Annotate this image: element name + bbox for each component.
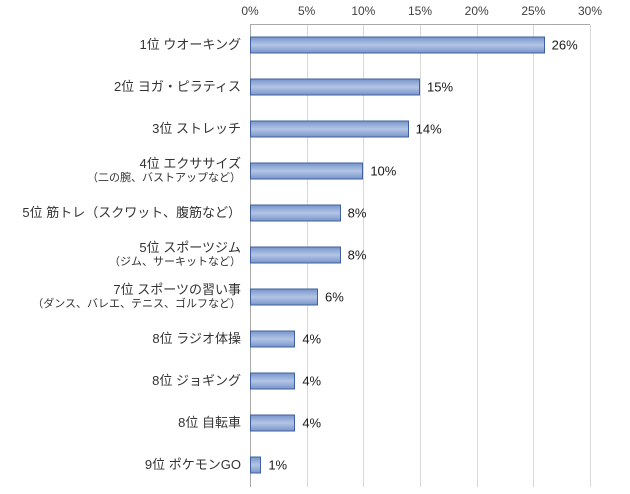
category-label: 8位 ジョギング xyxy=(0,373,250,389)
category-label: 4位 エクササイズ （二の腕、バストアップなど） xyxy=(0,156,250,186)
category-label: 5位 筋トレ（スクワット、腹筋など） xyxy=(0,205,250,221)
bar-track: 14% xyxy=(250,108,590,150)
gridline xyxy=(590,25,591,487)
bar-value-label: 10% xyxy=(370,163,397,179)
category-label: 8位 自転車 xyxy=(0,415,250,431)
x-tick-label: 15% xyxy=(407,4,433,18)
category-label-main: 3位 ストレッチ xyxy=(152,120,241,136)
category-label-main: 8位 ジョギング xyxy=(152,372,241,388)
x-tick-label: 0% xyxy=(241,4,259,18)
category-label: 2位 ヨガ・ピラティス xyxy=(0,79,250,95)
bar-track: 15% xyxy=(250,66,590,108)
bar-value-label: 8% xyxy=(347,205,367,221)
category-label: 7位 スポーツの習い事 （ダンス、バレエ、テニス、ゴルフなど） xyxy=(0,282,250,312)
bar xyxy=(250,246,341,264)
bar-rows: 1位 ウオーキング 26% 2位 ヨガ・ピラティス 15% 3位 ストレッチ 14% 4位 … xyxy=(0,24,590,486)
bar xyxy=(250,414,296,432)
category-label-main: 1位 ウオーキング xyxy=(139,36,241,52)
category-label-main: 8位 ラジオ体操 xyxy=(152,330,241,346)
x-axis: 0% 5% 10% 15% 20% 25% 30% xyxy=(241,4,602,22)
bar xyxy=(250,162,364,180)
bar-row: 4位 エクササイズ （二の腕、バストアップなど） 10% xyxy=(0,150,590,192)
category-label-note: （二の腕、バストアップなど） xyxy=(87,172,241,185)
bar xyxy=(250,120,409,138)
bar-value-label: 4% xyxy=(302,415,322,431)
category-label: 5位 スポーツジム （ジム、サーキットなど） xyxy=(0,240,250,270)
x-tick-label: 30% xyxy=(577,4,603,18)
bar-row: 5位 スポーツジム （ジム、サーキットなど） 8% xyxy=(0,234,590,276)
bar-value-label: 4% xyxy=(302,331,322,347)
bar-row: 5位 筋トレ（スクワット、腹筋など） 8% xyxy=(0,192,590,234)
bar-track: 8% xyxy=(250,192,590,234)
bar xyxy=(250,330,296,348)
category-label-main: 8位 自転車 xyxy=(178,414,241,430)
x-tick-label: 10% xyxy=(351,4,376,18)
bar xyxy=(250,288,318,306)
bar-row: 8位 ラジオ体操 4% xyxy=(0,318,590,360)
bar xyxy=(250,204,341,222)
bar-track: 8% xyxy=(250,234,590,276)
category-label-main: 7位 スポーツの習い事 xyxy=(113,282,241,297)
bar-row: 9位 ポケモンGO 1% xyxy=(0,444,590,486)
bar-value-label: 8% xyxy=(347,247,367,263)
bar-value-label: 26% xyxy=(551,37,578,53)
bar-row: 1位 ウオーキング 26% xyxy=(0,24,590,66)
bar xyxy=(250,36,545,54)
x-tick-label: 25% xyxy=(521,4,546,18)
bar-value-label: 6% xyxy=(325,289,344,305)
bar-row: 7位 スポーツの習い事 （ダンス、バレエ、テニス、ゴルフなど） 6% xyxy=(0,276,590,318)
bar xyxy=(250,78,420,96)
category-label-main: 4位 エクササイズ xyxy=(139,156,241,171)
bar-track: 4% xyxy=(250,318,590,360)
bar-value-label: 15% xyxy=(427,79,454,95)
x-tick-label: 20% xyxy=(464,4,489,18)
category-label-main: 9位 ポケモンGO xyxy=(144,456,241,472)
category-label: 1位 ウオーキング xyxy=(0,37,250,53)
category-label-main: 5位 スポーツジム xyxy=(139,240,241,255)
bar-track: 26% xyxy=(250,24,590,66)
bar xyxy=(250,456,262,474)
category-label-main: 2位 ヨガ・ピラティス xyxy=(113,78,241,94)
bar-row: 8位 ジョギング 4% xyxy=(0,360,590,402)
bar-track: 4% xyxy=(250,402,590,444)
bar-value-label: 14% xyxy=(415,121,442,137)
bar-track: 6% xyxy=(250,276,590,318)
bar-value-label: 4% xyxy=(302,373,322,389)
bar-track: 1% xyxy=(250,444,590,486)
bar-row: 2位 ヨガ・ピラティス 15% xyxy=(0,66,590,108)
category-label-main: 5位 筋トレ（スクワット、腹筋など） xyxy=(22,204,241,220)
bar-value-label: 1% xyxy=(268,457,288,473)
category-label-note: （ジム、サーキットなど） xyxy=(109,256,241,269)
category-label: 8位 ラジオ体操 xyxy=(0,331,250,347)
category-label: 9位 ポケモンGO xyxy=(0,457,250,473)
x-tick-label: 5% xyxy=(297,4,316,18)
bar-track: 10% xyxy=(250,150,590,192)
category-label: 3位 ストレッチ xyxy=(0,121,250,137)
bar-track: 4% xyxy=(250,360,590,402)
bar xyxy=(250,372,296,390)
bar-row: 8位 自転車 4% xyxy=(0,402,590,444)
category-label-note: （ダンス、バレエ、テニス、ゴルフなど） xyxy=(32,298,241,311)
bar-row: 3位 ストレッチ 14% xyxy=(0,108,590,150)
